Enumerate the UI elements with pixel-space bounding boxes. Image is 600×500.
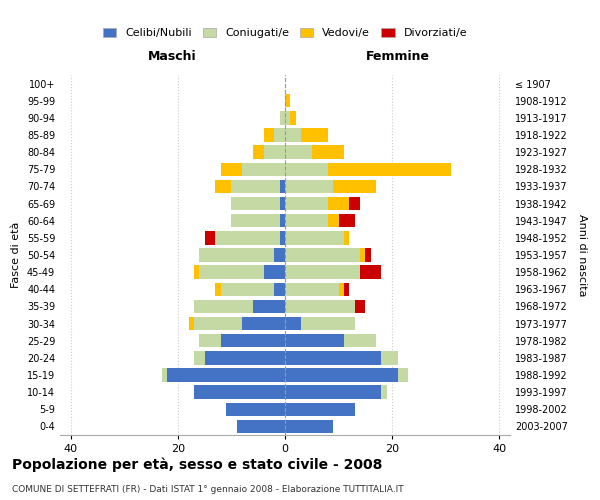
Bar (226, 402, 285, 416)
Bar (285, 334, 344, 347)
Bar (194, 266, 199, 279)
Bar (285, 317, 301, 330)
Bar (194, 317, 242, 330)
Bar (232, 214, 280, 228)
Bar (338, 282, 344, 296)
Bar (285, 214, 328, 228)
Bar (188, 317, 194, 330)
Y-axis label: Fasce di età: Fasce di età (11, 222, 21, 288)
Bar (280, 231, 285, 244)
Bar (285, 128, 301, 141)
Bar (355, 300, 365, 313)
Bar (242, 317, 285, 330)
Bar (194, 300, 253, 313)
Bar (253, 146, 263, 159)
Bar (215, 282, 221, 296)
Bar (215, 231, 280, 244)
Bar (398, 368, 408, 382)
Text: Maschi: Maschi (148, 50, 197, 63)
Bar (199, 334, 221, 347)
Bar (221, 334, 285, 347)
Bar (280, 180, 285, 193)
Bar (215, 180, 232, 193)
Bar (328, 162, 451, 176)
Bar (253, 300, 285, 313)
Bar (328, 197, 349, 210)
Bar (328, 214, 338, 228)
Bar (205, 231, 215, 244)
Bar (194, 351, 205, 364)
Bar (344, 231, 349, 244)
Bar (333, 180, 376, 193)
Bar (280, 197, 285, 210)
Bar (301, 317, 355, 330)
Bar (263, 266, 285, 279)
Bar (344, 334, 376, 347)
Bar (274, 282, 285, 296)
Bar (285, 386, 382, 399)
Bar (285, 420, 333, 433)
Bar (301, 128, 328, 141)
Bar (285, 94, 290, 108)
Bar (285, 162, 328, 176)
Bar (312, 146, 344, 159)
Bar (285, 146, 312, 159)
Bar (338, 214, 355, 228)
Text: Popolazione per età, sesso e stato civile - 2008: Popolazione per età, sesso e stato civil… (12, 458, 382, 472)
Y-axis label: Anni di nascita: Anni di nascita (577, 214, 587, 296)
Bar (221, 282, 274, 296)
Bar (237, 420, 285, 433)
Bar (382, 386, 387, 399)
Bar (285, 231, 344, 244)
Bar (242, 162, 285, 176)
Bar (205, 351, 285, 364)
Bar (285, 282, 338, 296)
Bar (365, 248, 371, 262)
Bar (285, 351, 382, 364)
Bar (199, 248, 274, 262)
Bar (199, 266, 263, 279)
Legend: Celibi/Nubili, Coniugati/e, Vedovi/e, Divorziati/e: Celibi/Nubili, Coniugati/e, Vedovi/e, Di… (98, 24, 472, 42)
Bar (382, 351, 398, 364)
Bar (285, 402, 355, 416)
Bar (280, 111, 285, 124)
Bar (232, 197, 280, 210)
Bar (221, 162, 242, 176)
Bar (285, 197, 328, 210)
Bar (274, 128, 285, 141)
Bar (263, 146, 285, 159)
Text: Femmine: Femmine (365, 50, 430, 63)
Bar (349, 197, 360, 210)
Bar (167, 368, 285, 382)
Text: COMUNE DI SETTEFRATI (FR) - Dati ISTAT 1° gennaio 2008 - Elaborazione TUTTITALIA: COMUNE DI SETTEFRATI (FR) - Dati ISTAT 1… (12, 485, 404, 494)
Bar (232, 180, 280, 193)
Bar (285, 248, 360, 262)
Bar (194, 386, 285, 399)
Bar (285, 111, 290, 124)
Bar (285, 266, 360, 279)
Bar (285, 368, 398, 382)
Bar (285, 180, 333, 193)
Bar (344, 282, 349, 296)
Bar (280, 214, 285, 228)
Bar (162, 368, 167, 382)
Bar (274, 248, 285, 262)
Bar (263, 128, 274, 141)
Bar (285, 300, 355, 313)
Bar (360, 266, 382, 279)
Bar (360, 248, 365, 262)
Bar (290, 111, 296, 124)
